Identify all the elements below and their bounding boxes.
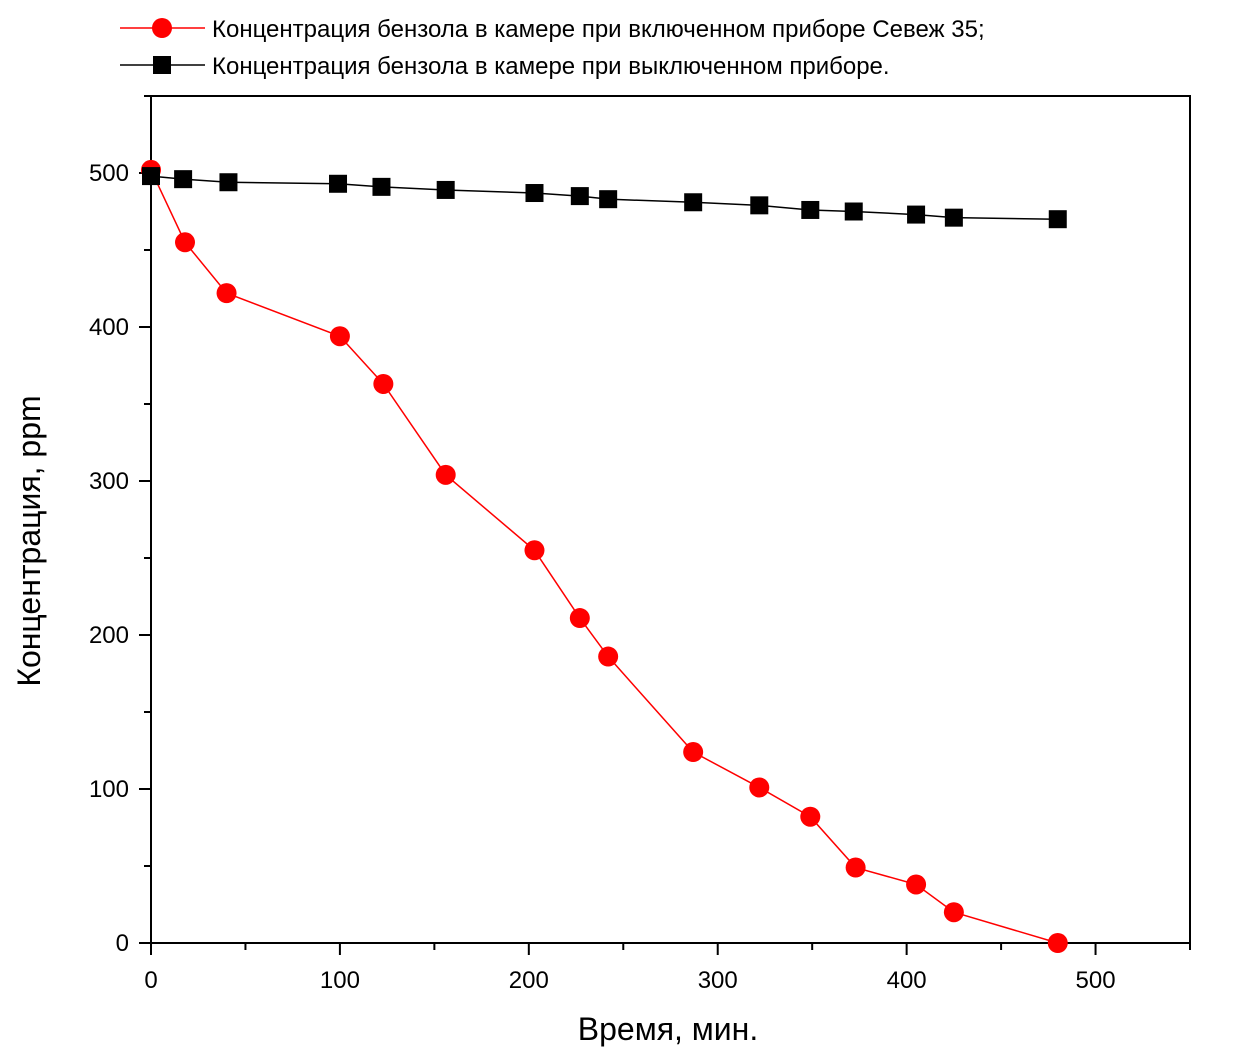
series-1-point [524,540,545,561]
x-axis: 0 100 200 300 400 500 [144,943,1191,994]
series-2-point [372,177,391,196]
series-1-point [435,464,456,485]
series-2-point [944,208,963,227]
y-tick-label: 0 [116,930,129,957]
y-tick-label: 300 [89,468,129,495]
legend-label-series-2: Концентрация бензола в камере при выключ… [212,53,890,80]
series-1-point [329,326,350,347]
series-1-point [683,742,704,763]
series-1 [141,159,1068,953]
series-1-point [800,806,821,827]
legend-marker-series-2 [153,56,171,74]
series-2 [142,167,1067,229]
x-tick-label: 100 [320,967,360,994]
legend-label-series-1: Концентрация бензола в камере при включе… [212,16,985,43]
series-layer [141,159,1068,953]
series-1-point [175,232,196,253]
x-axis-label: Время, мин. [578,1011,758,1047]
series-2-point [219,173,238,192]
series-2-point [844,202,863,221]
series-2-point [599,190,618,209]
series-2-point [801,200,820,219]
series-1-point [216,283,237,304]
series-2-line [150,175,1058,220]
y-axis-label: Концентрация, ppm [11,395,47,686]
series-1-point [943,902,964,923]
series-2-point [750,196,769,215]
series-2-point [142,167,160,186]
y-axis: 0 100 200 300 400 500 [89,95,151,957]
plot-frame [150,95,1191,944]
series-1-point [569,608,590,629]
x-tick-label: 0 [144,967,157,994]
series-1-point [1047,933,1068,953]
series-1-point [749,777,770,798]
legend-marker-series-1 [152,18,172,38]
series-2-point [1048,210,1067,229]
series-1-line [150,169,1058,944]
series-1-point [598,646,619,667]
series-2-point [570,187,589,206]
series-2-point [436,180,455,199]
y-tick-label: 100 [89,776,129,803]
series-2-point [174,170,193,189]
y-tick-label: 500 [89,160,129,187]
y-tick-label: 400 [89,314,129,341]
legend: Концентрация бензола в камере при включе… [120,16,985,80]
series-1-point [845,857,866,878]
x-tick-label: 500 [1076,967,1116,994]
series-2-point [684,193,703,212]
series-2-point [525,184,544,203]
series-1-point [906,874,927,895]
series-1-point [373,373,394,394]
series-2-point [907,205,926,224]
x-tick-label: 400 [887,967,927,994]
y-tick-label: 200 [89,622,129,649]
series-2-point [329,174,348,193]
x-tick-label: 300 [698,967,738,994]
x-tick-label: 200 [509,967,549,994]
